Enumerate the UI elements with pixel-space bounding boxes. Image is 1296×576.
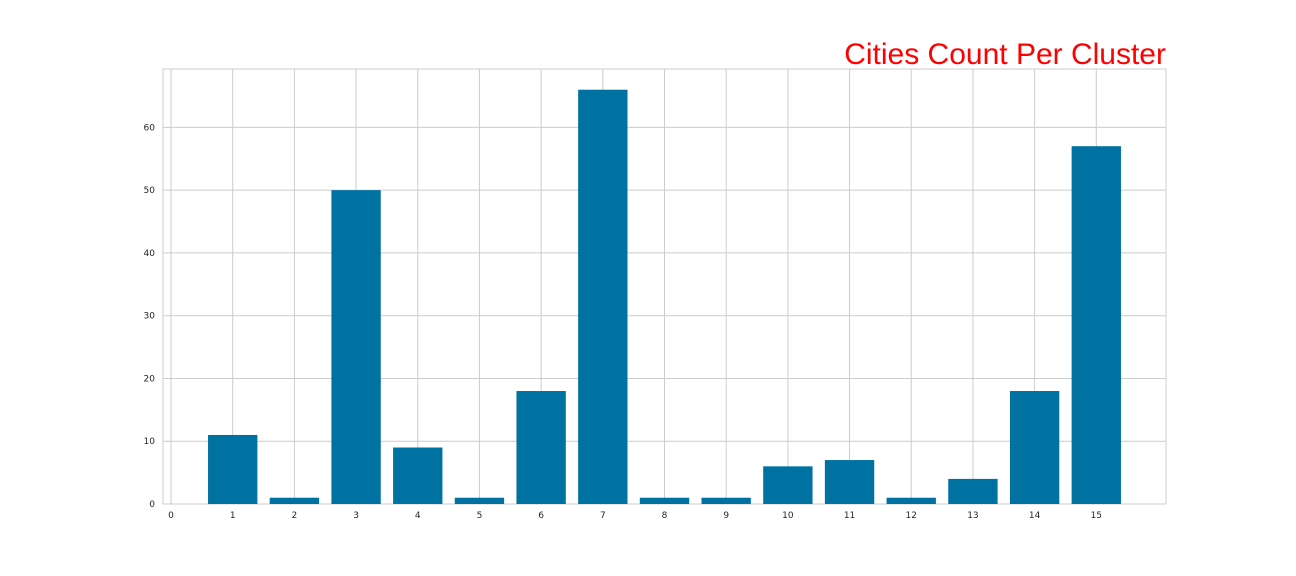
x-tick-label: 6 bbox=[538, 511, 544, 521]
y-axis-ticks: 0 10 20 30 40 50 60 bbox=[144, 123, 156, 510]
bar-cluster-5 bbox=[454, 497, 505, 504]
bar-cluster-14 bbox=[1009, 391, 1060, 504]
bar-cluster-13 bbox=[948, 478, 998, 504]
y-tick-label: 60 bbox=[144, 123, 156, 133]
bar-cluster-1 bbox=[208, 434, 258, 504]
x-tick-label: 11 bbox=[844, 511, 855, 521]
x-tick-label: 4 bbox=[415, 511, 421, 521]
x-axis-ticks: 0 1 2 3 4 5 6 7 8 9 10 11 12 13 14 15 bbox=[168, 511, 1102, 521]
bar-cluster-10 bbox=[763, 466, 813, 504]
y-tick-label: 0 bbox=[149, 500, 155, 510]
y-tick-label: 20 bbox=[144, 374, 156, 384]
x-tick-label: 12 bbox=[906, 511, 917, 521]
x-tick-label: 13 bbox=[967, 511, 978, 521]
chart-title: Cities Count Per Cluster bbox=[844, 38, 1166, 71]
bar-cluster-9 bbox=[701, 497, 751, 504]
bar-cluster-4 bbox=[393, 447, 443, 504]
x-tick-label: 3 bbox=[353, 511, 359, 521]
bar-cluster-2 bbox=[269, 497, 320, 504]
x-tick-label: 5 bbox=[477, 511, 483, 521]
bar-cluster-3 bbox=[331, 190, 381, 504]
x-tick-label: 2 bbox=[292, 511, 298, 521]
y-tick-label: 10 bbox=[144, 437, 156, 447]
y-tick-label: 50 bbox=[144, 186, 156, 196]
x-tick-label: 9 bbox=[723, 511, 729, 521]
x-tick-label: 10 bbox=[782, 511, 794, 521]
x-tick-label: 7 bbox=[600, 511, 606, 521]
bar-cluster-12 bbox=[886, 497, 936, 504]
bar-cluster-7 bbox=[578, 89, 628, 504]
bar-cluster-15 bbox=[1071, 146, 1121, 504]
bars bbox=[208, 89, 1121, 504]
x-tick-label: 0 bbox=[168, 511, 174, 521]
y-tick-label: 40 bbox=[144, 249, 156, 259]
x-tick-label: 8 bbox=[662, 511, 668, 521]
x-tick-label: 15 bbox=[1091, 511, 1102, 521]
bar-cluster-11 bbox=[824, 460, 875, 504]
bar-cluster-6 bbox=[516, 391, 566, 504]
bar-cluster-8 bbox=[639, 497, 690, 504]
y-tick-label: 30 bbox=[144, 312, 156, 322]
x-tick-label: 1 bbox=[230, 511, 236, 521]
x-tick-label: 14 bbox=[1029, 511, 1041, 521]
